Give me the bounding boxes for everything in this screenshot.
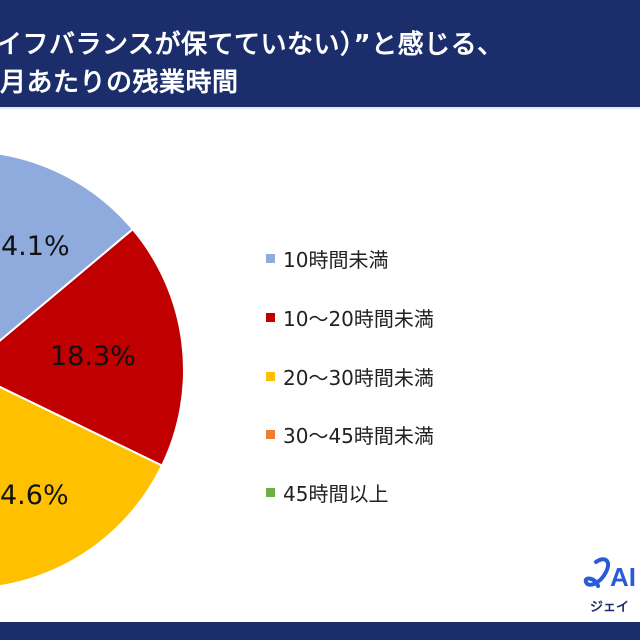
legend-item-10-20h: 10～20時間未満: [266, 305, 434, 331]
pie-chart: 4.1% 18.3% 4.6%: [0, 152, 185, 588]
title-line-1: イフバランスが保てていない）”と感じる、: [0, 30, 504, 60]
legend-label: 10～20時間未満: [283, 306, 434, 331]
slice-label-10-20h: 18.3%: [50, 341, 136, 372]
legend-swatch: [266, 312, 275, 322]
legend-item-45h-over: 45時間以上: [266, 480, 389, 506]
legend-swatch: [266, 371, 275, 381]
legend-item-10h-under: 10時間未満: [266, 246, 389, 272]
svg-text:AI: AI: [610, 562, 636, 592]
title-line-2: 月あたりの残業時間: [0, 68, 239, 98]
footer-bar: [0, 622, 640, 640]
pie-slice-10h-under: [0, 152, 135, 342]
legend-swatch: [266, 429, 275, 439]
legend-swatch: [266, 487, 275, 497]
legend-label: 30～45時間未満: [283, 423, 434, 448]
pie-slice-10-20h: [0, 227, 185, 467]
header-banner: イフバランスが保てていない）”と感じる、 月あたりの残業時間: [0, 0, 640, 109]
slice-label-10h-under: 4.1%: [1, 231, 70, 262]
logo-subtext: ジェイ: [590, 600, 630, 615]
legend-label: 10時間未満: [283, 247, 389, 272]
legend-label: 45時間以上: [283, 481, 389, 506]
legend-item-20-30h: 20～30時間未満: [266, 364, 434, 390]
pie-slice-20-30h: [0, 385, 164, 588]
slice-label-20-30h: 4.6%: [0, 480, 69, 511]
legend-item-30-45h: 30～45時間未満: [266, 422, 434, 448]
legend-label: 20～30時間未満: [283, 365, 434, 390]
company-logo: AI: [583, 557, 636, 592]
legend-swatch: [266, 253, 275, 263]
